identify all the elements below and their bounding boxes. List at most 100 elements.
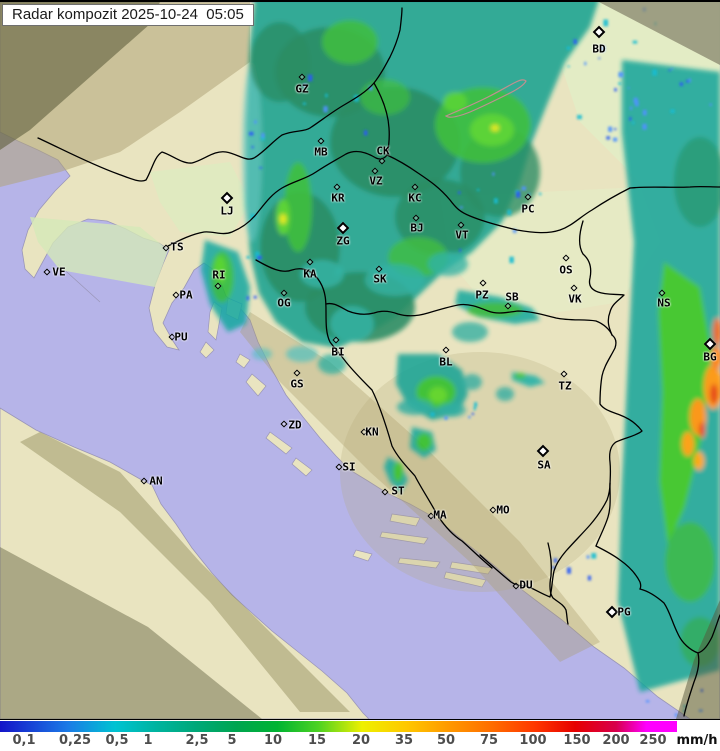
city-label-kc: KC (408, 191, 422, 205)
city-label-pg: PG (617, 605, 631, 619)
city-marker-an-diamond-icon (140, 477, 148, 485)
city-label-og: OG (277, 296, 291, 310)
city-label-bd: BD (592, 42, 606, 56)
city-label-du: DU (519, 578, 533, 592)
legend-colorbar (0, 721, 677, 732)
city-marker-bd-diamond-icon (592, 25, 606, 39)
legend-tick-150: 150 (563, 733, 591, 748)
city-label-vt: VT (455, 228, 469, 242)
city-marker-gs-diamond-icon (293, 369, 301, 377)
city-label-kn: KN (365, 425, 379, 439)
city-label-sk: SK (373, 272, 387, 286)
city-marker-vk-diamond-icon (570, 284, 578, 292)
city-marker-ts-diamond-icon (162, 244, 170, 252)
city-label-bj: BJ (410, 221, 424, 235)
no-coverage-areas (0, 2, 720, 719)
city-label-ka: KA (303, 267, 317, 281)
land-italy (0, 407, 370, 719)
city-label-an: AN (149, 474, 163, 488)
city-label-pu: PU (174, 330, 188, 344)
city-marker-bj-diamond-icon (412, 214, 420, 222)
city-label-gs: GS (290, 377, 304, 391)
radar-map-image: BD GZ MB CK VZ LJ TS KR KC VE BJ VT PC RI OS PA VK NS KA SK… (0, 0, 720, 720)
city-marker-gz-diamond-icon (298, 73, 306, 81)
legend-tick-75: 75 (479, 733, 499, 748)
city-marker-kc-diamond-icon (411, 183, 419, 191)
city-label-lj: LJ (220, 204, 234, 218)
city-label-bl: BL (439, 355, 453, 369)
radar-map-svg (0, 2, 720, 719)
city-label-ma: MA (433, 508, 447, 522)
city-marker-kr-diamond-icon (333, 183, 341, 191)
city-marker-ck-diamond-icon (378, 157, 386, 165)
country-borders (37, 7, 720, 717)
legend-tick-2,5: 2,5 (185, 733, 209, 748)
city-label-zg: ZG (336, 234, 350, 248)
city-marker-sk-diamond-icon (375, 265, 383, 273)
city-marker-os-diamond-icon (562, 254, 570, 262)
city-marker-sb-diamond-icon (504, 302, 512, 310)
radar-precipitation (201, 2, 720, 692)
city-marker-tz-diamond-icon (560, 370, 568, 378)
legend-tick-10: 10 (263, 733, 283, 748)
city-label-ck: CK (376, 144, 390, 158)
city-marker-zg-diamond-icon (336, 221, 350, 235)
legend-tick-0,5: 0,5 (105, 733, 129, 748)
precipitation-legend: 0,1 0,25 0,5 1 2,5 5 10 15 20 35 50 75 100 150 200 250 … (0, 720, 720, 751)
map-title: Radar kompozit 2025-10-24 05:05 (2, 4, 254, 26)
city-label-ts: TS (170, 240, 184, 254)
city-label-bi: BI (331, 345, 345, 359)
city-marker-og-diamond-icon (280, 289, 288, 297)
city-label-mo: MO (496, 503, 510, 517)
city-label-os: OS (559, 263, 573, 277)
legend-tick-0,25: 0,25 (58, 733, 92, 748)
city-label-ns: NS (657, 296, 671, 310)
city-layer: BD GZ MB CK VZ LJ TS KR KC VE BJ VT PC RI OS PA VK NS KA SK… (0, 2, 720, 719)
city-marker-ka-diamond-icon (306, 258, 314, 266)
legend-tick-1: 1 (143, 733, 153, 748)
city-label-pa: PA (179, 288, 193, 302)
city-label-mb: MB (314, 145, 328, 159)
legend-tick-20: 20 (351, 733, 371, 748)
city-label-si: SI (342, 460, 356, 474)
legend-tick-50: 50 (436, 733, 456, 748)
city-label-tz: TZ (558, 379, 572, 393)
city-label-kr: KR (331, 191, 345, 205)
city-label-vz: VZ (369, 174, 383, 188)
city-marker-bg-diamond-icon (703, 337, 717, 351)
city-label-zd: ZD (288, 418, 302, 432)
city-marker-ve-diamond-icon (43, 268, 51, 276)
city-marker-mb-diamond-icon (317, 137, 325, 145)
city-marker-sa-diamond-icon (536, 444, 550, 458)
city-marker-bi-diamond-icon (332, 336, 340, 344)
legend-tick-100: 100 (519, 733, 547, 748)
city-label-pz: PZ (475, 288, 489, 302)
city-marker-ns-diamond-icon (658, 289, 666, 297)
city-marker-pz-diamond-icon (479, 279, 487, 287)
city-marker-zd-diamond-icon (280, 420, 288, 428)
city-label-gz: GZ (295, 82, 309, 96)
city-label-pc: PC (521, 202, 535, 216)
legend-tick-0,1: 0,1 (12, 733, 36, 748)
legend-tick-5: 5 (227, 733, 237, 748)
city-label-ve: VE (52, 265, 66, 279)
city-marker-ri-diamond-icon (214, 282, 222, 290)
city-label-st: ST (391, 484, 405, 498)
city-marker-st-diamond-icon (381, 488, 389, 496)
city-marker-lj-diamond-icon (220, 191, 234, 205)
city-label-sa: SA (537, 458, 551, 472)
city-marker-pc-diamond-icon (524, 193, 532, 201)
lake-balaton-outline (444, 79, 527, 118)
city-marker-vt-diamond-icon (457, 221, 465, 229)
legend-tick-35: 35 (394, 733, 414, 748)
city-label-bg: BG (703, 350, 717, 364)
legend-unit: mm/h (676, 733, 718, 748)
legend-tick-200: 200 (602, 733, 630, 748)
city-marker-vz-diamond-icon (371, 167, 379, 175)
city-label-vk: VK (568, 292, 582, 306)
legend-tick-15: 15 (307, 733, 327, 748)
city-label-ri: RI (212, 268, 226, 282)
city-label-sb: SB (505, 290, 519, 304)
city-marker-bl-diamond-icon (442, 346, 450, 354)
